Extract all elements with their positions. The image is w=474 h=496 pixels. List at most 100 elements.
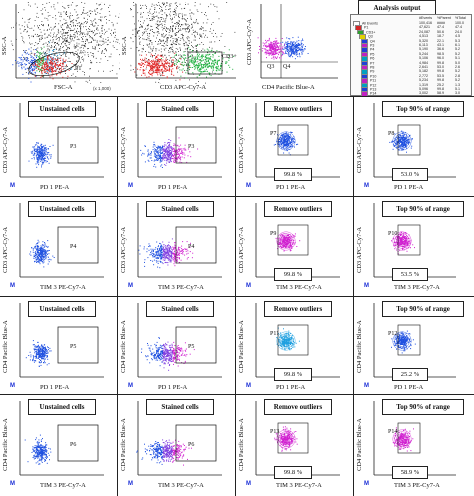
divider [353,97,354,496]
event-dot [292,52,294,54]
event-dot [149,30,151,31]
event-dot [48,152,50,153]
event-dot [185,29,186,31]
event-dot [45,148,47,150]
event-dot [169,51,171,53]
event-dot [46,157,48,159]
event-dot [45,258,47,260]
event-dot [191,24,192,25]
event-dot [148,35,150,37]
event-dot [103,33,105,35]
event-dot [43,257,45,259]
event-dot [205,30,207,32]
event-dot [142,73,144,74]
event-dot [159,69,160,71]
event-dot [164,54,166,56]
event-dot [175,43,177,45]
event-dot [164,157,166,159]
event-dot [53,65,55,67]
event-dot [169,152,171,154]
event-dot [46,2,48,4]
event-dot [82,32,83,34]
event-dot [287,138,289,140]
event-dot [93,56,94,58]
event-dot [74,46,76,48]
event-dot [92,39,94,40]
event-dot [157,159,158,161]
event-dot [268,37,270,39]
event-dot [286,143,287,145]
event-dot [69,34,71,36]
event-dot [147,34,148,36]
event-dot [160,54,162,56]
event-dot [56,35,57,37]
event-dot [166,15,167,16]
event-dot [63,40,64,42]
event-dot [147,37,149,39]
event-dot [169,8,171,10]
event-dot [39,61,41,63]
event-dot [209,65,210,67]
event-dot [147,63,149,65]
event-dot [98,19,100,20]
event-dot [139,64,141,66]
event-dot [42,63,44,64]
plot3-ylabel: CD3 APC-Cy7-A [246,18,253,65]
event-dot [42,146,44,148]
event-dot [190,156,192,158]
gate-label: P4 [70,244,77,250]
event-dot [279,139,281,140]
event-dot [176,149,178,151]
event-dot [220,64,221,66]
event-dot [166,38,167,40]
event-dot [156,72,157,73]
event-dot [140,4,141,6]
event-dot [117,41,119,43]
event-dot [398,135,400,137]
event-dot [156,71,158,73]
event-dot [43,147,45,149]
event-dot [184,23,186,25]
event-dot [42,149,44,151]
event-dot [406,137,408,139]
event-dot [142,16,143,18]
event-dot [43,57,45,59]
event-dot [52,67,54,69]
event-dot [168,34,170,36]
event-dot [220,65,222,67]
event-dot [294,44,296,46]
event-dot [174,153,176,155]
event-dot [151,73,153,75]
event-dot [199,3,201,5]
event-dot [148,33,150,34]
event-dot [86,33,88,35]
row-name: P5 [370,52,375,57]
event-dot [56,49,57,50]
event-dot [35,42,37,43]
event-dot [38,159,40,161]
event-dot [137,68,139,70]
event-dot [70,40,72,42]
row-name: P13 [370,87,377,92]
event-dot [194,67,196,69]
event-dot [154,69,156,71]
event-dot [172,38,174,39]
event-dot [196,76,198,78]
event-dot [172,155,174,157]
event-dot [191,41,192,43]
event-dot [31,27,33,29]
event-dot [176,152,178,153]
event-dot [201,57,203,59]
event-dot [193,32,194,33]
event-dot [177,22,179,24]
event-dot [62,63,64,65]
event-dot [153,16,155,18]
event-dot [96,40,98,42]
event-dot [41,143,43,145]
event-dot [167,159,168,161]
event-dot [277,52,279,54]
event-dot [213,63,215,65]
event-dot [176,158,178,159]
event-dot [158,69,160,71]
event-dot [51,65,53,67]
